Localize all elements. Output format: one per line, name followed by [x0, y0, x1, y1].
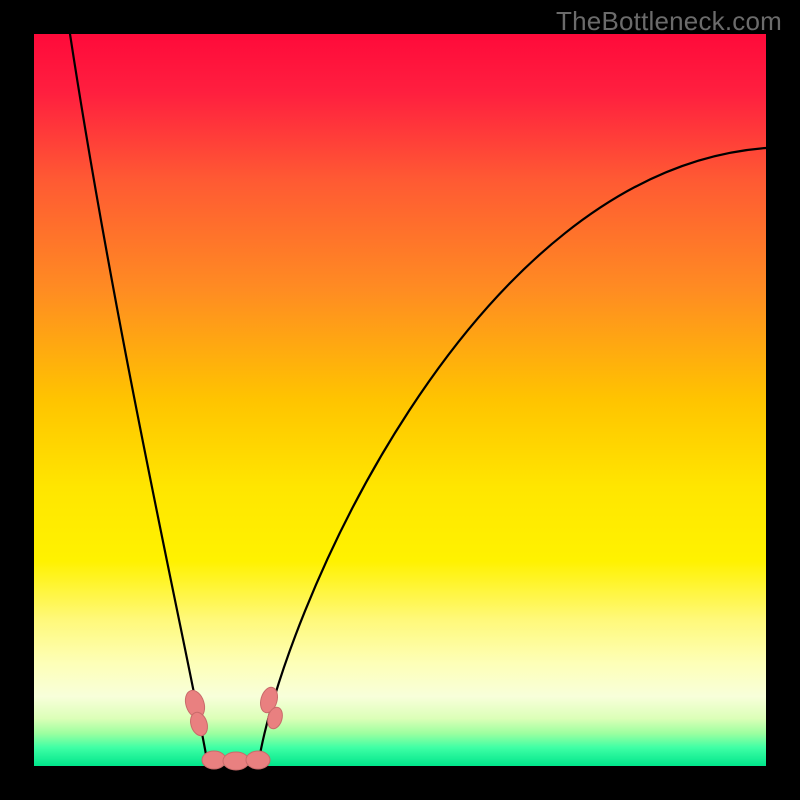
- watermark-text: TheBottleneck.com: [556, 6, 782, 37]
- plot-gradient-background: [34, 34, 766, 766]
